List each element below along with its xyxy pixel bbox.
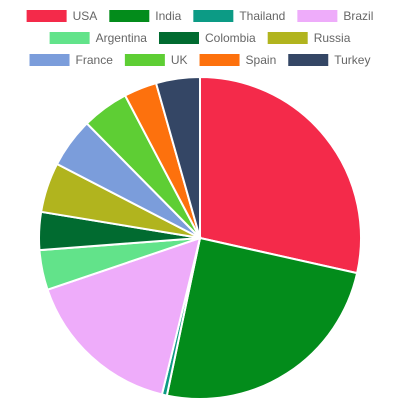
- legend-label: Thailand: [239, 9, 285, 23]
- legend-label: Spain: [246, 53, 277, 67]
- legend-swatch: [199, 54, 240, 66]
- legend-swatch: [49, 32, 90, 44]
- legend-label: Brazil: [343, 9, 373, 23]
- legend-swatch: [124, 54, 165, 66]
- legend-swatch: [29, 54, 70, 66]
- legend-swatch: [193, 10, 234, 22]
- legend-label: Argentina: [96, 31, 148, 45]
- legend-item-turkey[interactable]: Turkey: [288, 53, 370, 67]
- legend-label: India: [155, 9, 181, 23]
- legend-item-colombia[interactable]: Colombia: [158, 31, 256, 45]
- legend-item-argentina[interactable]: Argentina: [49, 31, 148, 45]
- legend-item-india[interactable]: India: [109, 9, 182, 23]
- legend-item-brazil[interactable]: Brazil: [297, 9, 373, 23]
- chart-legend: USA India Thailand Brazil Argentina Colombia R…: [26, 9, 373, 67]
- legend-label: France: [76, 53, 114, 67]
- legend-item-spain[interactable]: Spain: [199, 53, 277, 67]
- pie-slice-turkey[interactable]: [154, 75, 201, 239]
- legend-label: UK: [171, 53, 188, 67]
- legend-swatch: [109, 10, 150, 22]
- legend-item-uk[interactable]: UK: [124, 53, 188, 67]
- pie-slices: [38, 75, 362, 400]
- legend-item-usa[interactable]: USA: [26, 9, 98, 23]
- legend-item-thailand[interactable]: Thailand: [193, 9, 285, 23]
- legend-label: USA: [73, 9, 98, 23]
- legend-item-russia[interactable]: Russia: [267, 31, 351, 45]
- pie-slice-usa[interactable]: [199, 75, 362, 275]
- legend-swatch: [26, 10, 67, 22]
- legend-swatch: [267, 32, 308, 44]
- legend-label: Colombia: [205, 31, 256, 45]
- legend-label: Turkey: [334, 53, 370, 67]
- legend-swatch: [297, 10, 338, 22]
- legend-item-france[interactable]: France: [29, 53, 114, 67]
- legend-label: Russia: [314, 31, 351, 45]
- legend-swatch: [288, 54, 329, 66]
- legend-swatch: [158, 32, 199, 44]
- pie-slice-india[interactable]: [165, 236, 359, 400]
